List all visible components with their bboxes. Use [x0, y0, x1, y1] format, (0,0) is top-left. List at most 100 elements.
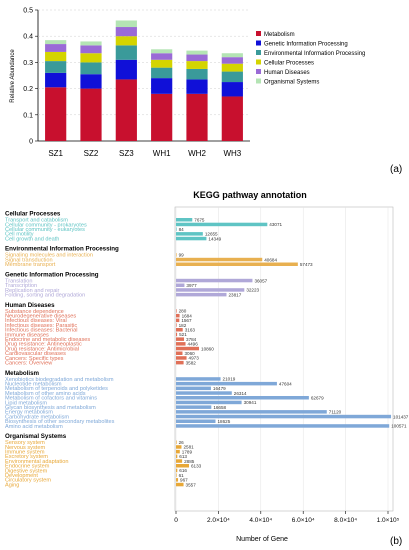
y-tick-label: 0.1 [23, 112, 33, 119]
bar-segment [115, 79, 137, 141]
bar-segment [115, 45, 137, 60]
category-label: Metabolism of other amino acids [5, 391, 86, 397]
value-label: 2885 [184, 459, 195, 464]
category-label: Cell growth and death [5, 236, 59, 242]
legend-label: Cellular Processes [264, 61, 314, 67]
category-label: Excretory system [5, 454, 48, 460]
legend-label: Human Diseases [264, 70, 310, 76]
stacked-bars [45, 20, 243, 141]
bar [176, 342, 186, 346]
bar-segment [45, 44, 67, 52]
category-label: Metabolism of cofactors and vitamins [5, 396, 97, 402]
bar [176, 253, 177, 257]
x-tick-labels: SZ1 SZ2 SZ3 WH1 WH2 WH3 [48, 149, 241, 158]
category-label: Infectious diseases: Parasitic [5, 323, 77, 329]
category-label: Lipid metabolism [5, 400, 47, 406]
bar-segment [151, 67, 173, 79]
category-label: Signal transduction [5, 257, 53, 263]
category-label: Nucleotide metabolism [5, 381, 62, 387]
legend-label: Organismal Systems [264, 80, 319, 86]
category-label: Endocrine and metabolic diseases [5, 337, 90, 343]
group-header: Genetic Information Processing [5, 271, 99, 278]
value-label: 7675 [194, 217, 205, 222]
value-label: 71120 [329, 410, 342, 415]
bar-segment [115, 27, 137, 37]
bar-segment [221, 96, 243, 141]
value-label: 3060 [184, 351, 195, 356]
bar-segment [80, 45, 102, 54]
value-label: 616 [179, 468, 187, 473]
bar [176, 449, 180, 454]
bar [176, 445, 182, 449]
bar [176, 278, 253, 283]
value-label: 1789 [182, 449, 193, 454]
value-label: 3582 [186, 360, 197, 365]
x-tick-label: WH1 [153, 149, 171, 158]
legend-label: Environmental Information Processing [264, 51, 365, 57]
bar-segment [80, 41, 102, 46]
value-label: 280 [179, 309, 187, 314]
bar [176, 332, 178, 337]
value-label: 36057 [254, 278, 267, 283]
bar-segment [151, 49, 173, 54]
value-label: 521 [179, 332, 187, 337]
value-label: 40684 [264, 257, 277, 262]
bar-segment [80, 62, 102, 75]
value-label: 4496 [188, 342, 199, 347]
bar-segment [115, 36, 137, 46]
group-header: Environmental Information Processing [5, 246, 119, 253]
bar [176, 454, 178, 459]
category-label: Immune system [5, 449, 45, 455]
category-label: Folding, sorting and degradation [5, 292, 85, 298]
value-label: 62679 [311, 395, 324, 400]
category-label: Xenobiotics biodegradation and metabolis… [5, 377, 114, 383]
value-label: 10860 [201, 346, 214, 351]
x-tick-label: WH2 [188, 149, 206, 158]
bar-segment [221, 82, 243, 97]
category-label: Carbohydrate metabolism [5, 414, 69, 420]
value-label: 57473 [300, 262, 313, 267]
bar-segment [45, 72, 67, 88]
category-label: Amino acid metabolism [5, 424, 63, 430]
y-tick-label: 0 [29, 139, 33, 146]
category-label: Translation [5, 278, 32, 284]
bar-segment [151, 93, 173, 141]
value-label: 613 [179, 454, 187, 459]
bar-segment [186, 68, 208, 80]
x-tick-label: 4.0×10⁴ [249, 517, 272, 524]
bar [176, 478, 179, 482]
value-label: 16479 [213, 386, 226, 391]
group-header: Organismal Systems [5, 433, 67, 440]
y-tick-label: 0.5 [23, 8, 33, 15]
bar-segment [45, 87, 67, 141]
bar [176, 283, 185, 287]
category-label: Drug resistance: Antimicrobial [5, 346, 79, 352]
category-label: Cancers: Specific types [5, 356, 64, 362]
bar-segment [80, 53, 102, 63]
bar [176, 337, 185, 341]
value-label: 182 [179, 323, 187, 328]
x-tick-label: 2.0×10⁴ [207, 517, 230, 524]
category-label: Infectious diseases: Bacterial [5, 328, 77, 334]
bar [176, 419, 216, 423]
group-header: Human Diseases [5, 302, 55, 309]
category-label: Substance dependence [5, 309, 64, 315]
bar [176, 400, 242, 405]
bar [176, 377, 221, 381]
bar-segment [186, 79, 208, 94]
category-label: Environmental adaptation [5, 459, 68, 465]
category-label: Circulatory system [5, 478, 51, 484]
bar [176, 227, 177, 231]
bar [176, 218, 193, 222]
category-label: Nervous system [5, 445, 45, 451]
x-tick-label: SZ3 [119, 149, 134, 158]
value-label: 99 [179, 253, 185, 258]
y-tick-labels: 0 0.1 0.2 0.3 0.4 0.5 [23, 8, 38, 146]
category-label: Glycan biosynthesis and metabolism [5, 405, 96, 411]
panel-label-b: (b) [390, 536, 402, 547]
legend-swatch [256, 69, 261, 74]
category-label: Digestive system [5, 468, 48, 474]
y-axis-label: Relative Abundance [10, 49, 16, 103]
bar [176, 346, 200, 351]
bar [176, 309, 177, 313]
